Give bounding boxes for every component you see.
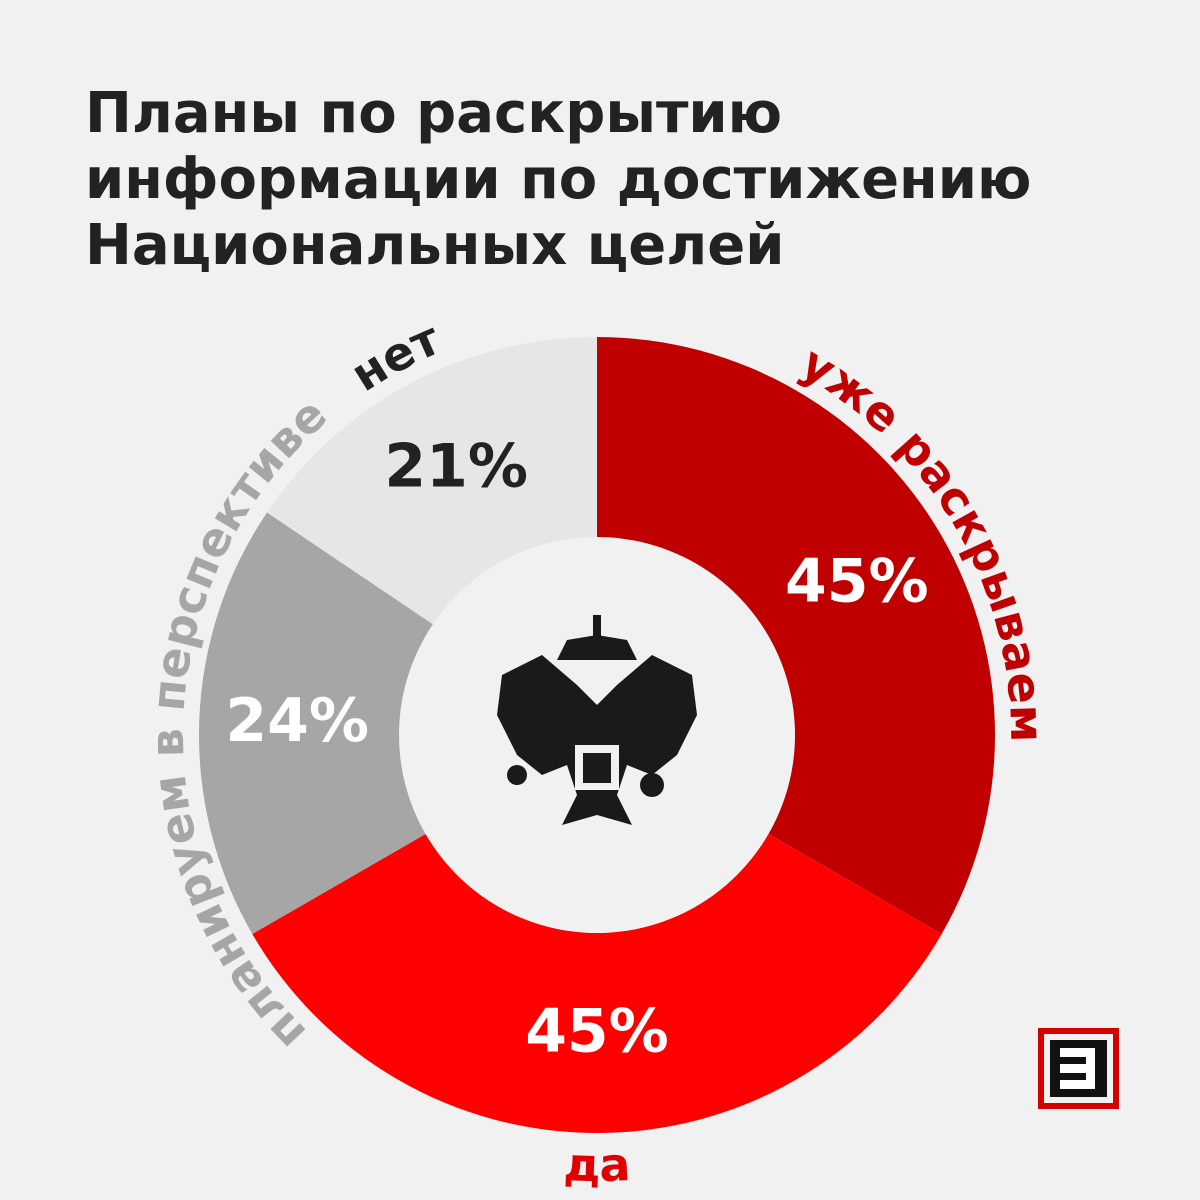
donut-segment (199, 512, 433, 934)
donut-segment (597, 337, 995, 934)
donut-segment (252, 834, 942, 1133)
category-label-text: да (563, 1137, 632, 1192)
logo (1038, 1028, 1119, 1109)
emblem (497, 615, 697, 825)
value-label: 45% (785, 547, 929, 617)
value-label: 45% (525, 997, 669, 1067)
donut (199, 337, 995, 1133)
donut-segment (267, 337, 597, 625)
chart-title: Планы по раскрытию (85, 81, 782, 146)
value-label: 24% (225, 686, 369, 756)
chart-title: Национальных целей (85, 213, 784, 278)
chart-title: информации по достижению (85, 147, 1031, 212)
value-label: 21% (384, 432, 528, 502)
category-label: да (563, 1137, 632, 1192)
